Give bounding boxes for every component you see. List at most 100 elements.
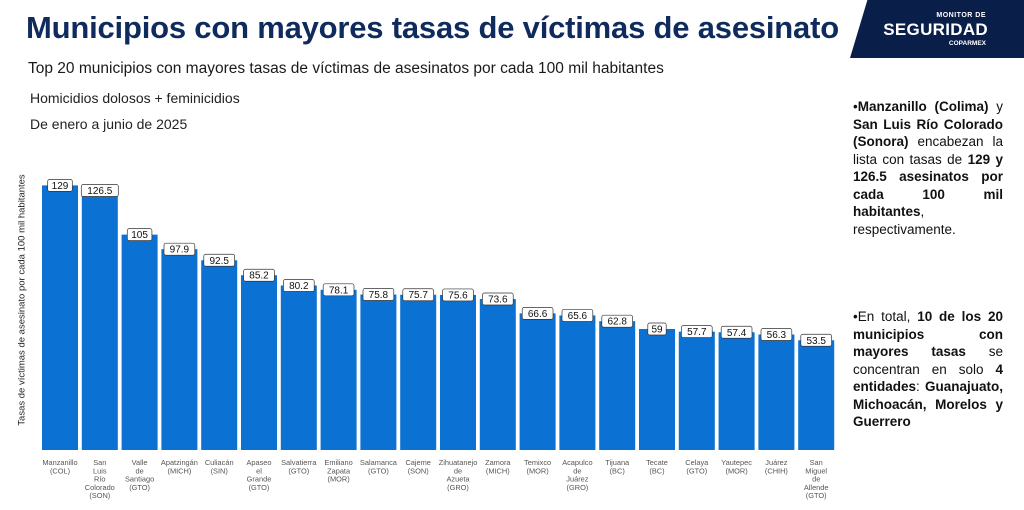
bar	[758, 334, 795, 450]
x-tick-label-line: (MICH)	[486, 466, 510, 475]
x-tick-label: Cajeme (SON)	[405, 458, 430, 475]
x-tick-label-line: San	[810, 458, 823, 467]
x-tick-label: Emiliano Zapata (MOR)	[324, 458, 352, 484]
data-label: 80.2	[289, 281, 309, 292]
x-tick-label-line: Apatzingán	[161, 458, 198, 467]
x-tick-label: Tijuana (BC)	[605, 458, 630, 475]
x-tick-label: Acapulco de Juárez (GRO)	[562, 458, 592, 492]
note-text: y	[988, 99, 1003, 114]
x-tick-label-line: (SON)	[89, 491, 110, 500]
bar	[599, 321, 636, 450]
x-tick-label-line: Tecate	[646, 458, 668, 467]
x-tick-label-line: (MICH)	[167, 466, 191, 475]
x-tick-label-line: (MOR)	[527, 466, 549, 475]
monitor-seguridad-logo: MONITOR DE SEGURIDAD COPARMEX	[850, 0, 1024, 58]
x-tick-label: San Miguel de Allende (GTO)	[804, 458, 829, 500]
bar	[81, 190, 118, 451]
x-tick-label-line: de	[812, 475, 820, 484]
x-tick-label-line: (CHIH)	[765, 466, 788, 475]
logo-line2: SEGURIDAD	[883, 20, 988, 39]
data-label: 126.5	[87, 186, 112, 197]
data-label: 66.6	[528, 309, 548, 320]
logo-background	[850, 0, 1024, 58]
data-label-box	[80, 184, 119, 197]
x-tick-label-line: (SIN)	[211, 466, 228, 475]
highlight-text: Manzanillo (Colima)	[857, 99, 989, 114]
bar	[718, 332, 755, 450]
bar	[559, 315, 596, 450]
x-tick-label-line: Emiliano	[324, 458, 352, 467]
data-label: 105	[131, 230, 148, 241]
x-tick-label-line: (GTO)	[806, 491, 827, 500]
data-label-box	[163, 242, 196, 256]
x-tick-label-line: Juárez	[765, 458, 787, 467]
x-tick-label-line: Colorado	[85, 483, 115, 492]
x-tick-label-line: Valle	[132, 458, 148, 467]
x-tick-label-line: (COL)	[50, 466, 70, 475]
x-tick-label: Manzanillo (COL)	[42, 458, 77, 475]
data-label-box	[126, 228, 153, 241]
bar	[121, 234, 158, 450]
crime-type-note: Homicidios dolosos + feminicidios	[30, 90, 240, 106]
bar	[798, 340, 835, 450]
note-text: •En total,	[853, 309, 918, 324]
data-label: 56.3	[767, 330, 787, 341]
x-tick-label-line: (GTO)	[129, 483, 150, 492]
bar	[678, 331, 715, 450]
bar	[479, 299, 516, 450]
bar	[280, 285, 317, 450]
y-axis-label: Tasas de víctimas de asesinato por cada …	[16, 174, 28, 426]
x-tick-label: Salamanca (GTO)	[360, 458, 398, 475]
x-tick-label-line: Miguel	[805, 466, 827, 475]
period-note: De enero a junio de 2025	[30, 116, 188, 132]
x-tick-label-line: (GTO)	[686, 466, 707, 475]
data-label: 92.5	[209, 256, 229, 267]
note-text: se concentran en solo	[853, 344, 1003, 377]
x-tick-label-line: Tijuana	[605, 458, 630, 467]
x-tick-label: Culiacán (SIN)	[205, 458, 234, 475]
x-tick-label-line: (MOR)	[726, 466, 748, 475]
x-tick-label-line: Acapulco	[562, 458, 592, 467]
x-tick-label-line: (BC)	[649, 466, 664, 475]
bar	[201, 260, 238, 450]
side-note-2: •En total, 10 de los 20 municipios con m…	[853, 308, 1003, 431]
x-tick-label-line: (GTO)	[368, 466, 389, 475]
x-tick-label-line: Temixco	[524, 458, 551, 467]
side-note-1: •Manzanillo (Colima) y San Luis Río Colo…	[853, 98, 1003, 238]
page-title: Municipios con mayores tasas de víctimas…	[26, 10, 839, 45]
data-label-box	[402, 288, 434, 302]
note-text: encabezan la lista con tasas de	[853, 134, 1003, 167]
data-label-box	[561, 309, 594, 322]
x-tick-label-line: (GTO)	[249, 483, 270, 492]
bar	[241, 275, 277, 450]
data-label: 65.6	[568, 311, 588, 322]
page-subtitle: Top 20 municipios con mayores tasas de v…	[28, 60, 664, 77]
logo-line1: MONITOR DE	[936, 12, 986, 19]
data-label-box	[322, 283, 355, 297]
highlight-text: 129 y 126.5 asesinatos por cada 100 mil …	[853, 151, 1003, 220]
x-tick-label-line: de	[454, 466, 462, 475]
x-tick-label-line: Zamora	[485, 458, 511, 467]
x-tick-label: Apaseo el Grande (GTO)	[246, 458, 271, 492]
note-text: •	[853, 99, 858, 114]
data-label-box	[243, 268, 275, 282]
x-tick-label-line: Allende	[804, 483, 829, 492]
x-tick-label: Yautepec (MOR)	[721, 458, 752, 475]
x-tick-label-line: de	[135, 466, 143, 475]
x-tick-label-line: Apaseo	[246, 458, 271, 467]
data-label-box	[681, 325, 713, 338]
x-tick-label: Salvatierra (GTO)	[281, 458, 317, 475]
data-label-box	[720, 325, 753, 339]
data-label: 57.7	[687, 327, 707, 338]
bar	[400, 294, 437, 450]
x-tick-label-line: Yautepec	[721, 458, 752, 467]
x-tick-label-line: Culiacán	[205, 458, 234, 467]
bar	[519, 313, 556, 450]
highlight-text: 4 entidades	[853, 361, 1003, 395]
data-label: 85.2	[249, 271, 269, 282]
data-label-box	[800, 333, 832, 347]
x-tick-label-line: Luis	[93, 466, 107, 475]
x-tick-label: Apatzingán (MICH)	[161, 458, 198, 475]
data-label-box	[601, 314, 633, 328]
x-tick-label: Zamora (MICH)	[485, 458, 511, 475]
